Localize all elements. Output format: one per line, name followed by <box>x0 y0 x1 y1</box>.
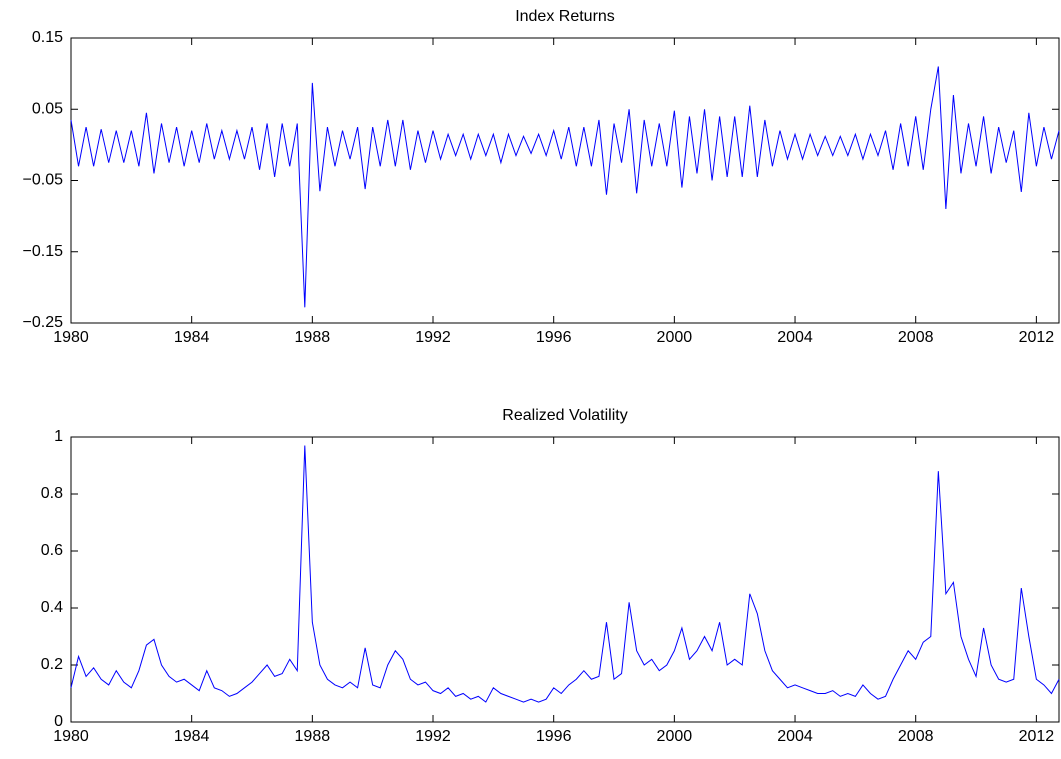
y-tick-label: 0.05 <box>32 100 63 117</box>
data-line <box>70 445 1060 703</box>
data-line <box>70 66 1060 308</box>
y-tick-label: 0.8 <box>41 485 63 502</box>
subplot: Realized Volatility 0 0.2 0.4 0.6 0.8 1 1980 198… <box>41 407 1060 745</box>
x-tick-label: 2008 <box>898 728 934 745</box>
x-tick-label: 1992 <box>415 728 451 745</box>
x-tick-label: 1988 <box>295 329 331 346</box>
axes-frame <box>70 436 1060 723</box>
y-tick-label: 0 <box>54 713 63 730</box>
x-tick-label: 2012 <box>1019 728 1055 745</box>
x-tick-label: 2008 <box>898 329 934 346</box>
y-tick-label: 0.6 <box>41 542 63 559</box>
x-tick-label: 1980 <box>53 329 89 346</box>
y-tick-label: 0.2 <box>41 656 63 673</box>
x-tick-label: 2000 <box>657 329 693 346</box>
subplot: Index Returns −0.25 −0.15 −0.05 0.05 0.15 1980… <box>23 8 1060 346</box>
x-tick-label: 2004 <box>777 728 813 745</box>
y-tick-label: 1 <box>54 428 63 445</box>
y-tick-label: 0.4 <box>41 599 63 616</box>
x-tick-label: 1996 <box>536 329 572 346</box>
chart-title: Index Returns <box>515 8 615 25</box>
x-tick-label: 1980 <box>53 728 89 745</box>
x-tick-label: 1992 <box>415 329 451 346</box>
y-tick-label: −0.05 <box>23 172 64 189</box>
x-tick-label: 2000 <box>657 728 693 745</box>
chart-title: Realized Volatility <box>502 407 627 424</box>
y-tick-label: −0.25 <box>23 314 64 331</box>
x-tick-label: 1988 <box>295 728 331 745</box>
x-tick-label: 2012 <box>1019 329 1055 346</box>
x-tick-label: 1996 <box>536 728 572 745</box>
x-tick-label: 1984 <box>174 728 210 745</box>
x-tick-label: 1984 <box>174 329 210 346</box>
axes-frame <box>70 37 1060 324</box>
y-tick-label: −0.15 <box>23 243 64 260</box>
y-tick-label: 0.15 <box>32 29 63 46</box>
x-tick-label: 2004 <box>777 329 813 346</box>
